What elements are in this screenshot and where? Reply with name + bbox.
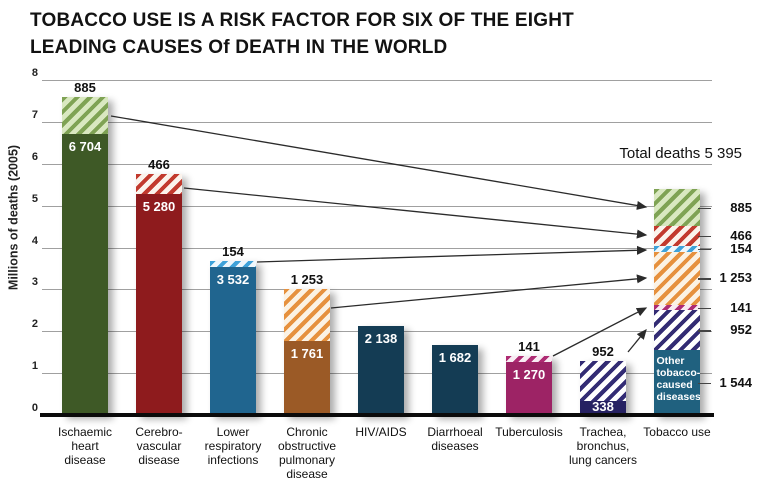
y-tick-label-7: 7	[31, 108, 38, 121]
chart-title-line1: TOBACCO USE IS A RISK FACTOR FOR SIX OF …	[30, 10, 574, 31]
segment-lower-respiratory-infections-blue-hatch	[210, 260, 256, 268]
y-tick-label-1: 1	[31, 360, 38, 373]
gridline-8	[42, 80, 712, 81]
x-axis-label-diarrhoeal-diseases: Diarrhoeal diseases	[427, 425, 483, 453]
total-deaths-label: Total deaths 5 395	[619, 145, 742, 162]
y-tick-label-2: 2	[31, 318, 38, 331]
segment-tuberculosis-magenta-solid: 1 270	[506, 361, 552, 415]
right-value-label: 154	[730, 240, 752, 256]
bar-value-label: 1 270	[512, 366, 546, 382]
bar-hiv-aids: 2 138	[358, 325, 404, 415]
segment-trachea-bronchus-lung-cancers-indigo-hatch	[580, 360, 626, 401]
bar-value-label: 3 532	[216, 272, 250, 288]
segment-diarrhoeal-diseases-navy-solid: 1 682	[432, 344, 478, 415]
segment-ischaemic-heart-disease-green-solid: 6 704	[62, 134, 108, 415]
x-axis-line	[40, 413, 714, 417]
y-tick-label-3: 3	[31, 276, 38, 289]
segment-tobacco-use-red-hatch	[654, 226, 700, 246]
right-tick-dash	[698, 278, 711, 280]
bar-cerebro-vascular-disease: 5 280	[136, 174, 182, 415]
right-value-label: 885	[730, 199, 752, 215]
bar-value-label: 2 138	[364, 330, 398, 346]
segment-cerebro-vascular-disease-red-hatch	[136, 174, 182, 194]
y-tick-label-8: 8	[31, 67, 38, 79]
segment-tuberculosis-magenta-hatch	[506, 355, 552, 362]
segment-tobacco-use-green-hatch	[654, 189, 700, 227]
gridline-4	[42, 247, 712, 249]
x-axis-label-lower-respiratory-infections: Lower respiratory infections	[204, 425, 262, 467]
right-tick-dash	[698, 307, 711, 309]
bar-top-label-chronic-obstructive-pulmonary-disease: 1 253	[290, 271, 324, 287]
chart-title-line2: LEADING CAUSES Of DEATH IN THE WORLD	[30, 37, 448, 58]
right-value-label: 141	[730, 299, 752, 315]
right-tick-dash	[698, 248, 711, 251]
segment-hiv-aids-navy-solid: 2 138	[358, 325, 404, 415]
x-axis-label-chronic-obstructive-pulmonary-disease: Chronic obstructive pulmonary disease	[277, 425, 337, 481]
right-value-label: 466	[730, 227, 752, 243]
bar-tuberculosis: 1 270	[506, 355, 552, 415]
right-value-label: 1 544	[719, 374, 752, 390]
bar-diarrhoeal-diseases: 1 682	[432, 344, 478, 415]
bar-top-label-ischaemic-heart-disease: 885	[74, 80, 96, 96]
bar-value-label: 1 761	[290, 346, 324, 362]
bar-value-label: 338	[592, 400, 614, 414]
bar-trachea-bronchus-lung-cancers: 338	[580, 360, 626, 415]
bar-top-label-cerebro-vascular-disease: 466	[148, 157, 170, 173]
segment-chronic-obstructive-pulmonary-disease-orange-solid: 1 761	[284, 341, 330, 415]
segment-trachea-bronchus-lung-cancers-indigo-solid: 338	[580, 400, 626, 415]
y-tick-label-4: 4	[31, 234, 38, 247]
segment-tobacco-use-magenta-hatch	[654, 304, 700, 311]
bar-top-label-lower-respiratory-infections: 154	[222, 243, 244, 259]
x-axis-label-cerebro-vascular-disease: Cerebro-vascular disease	[135, 425, 183, 467]
segment-ischaemic-heart-disease-green-hatch	[62, 97, 108, 135]
bar-top-label-tuberculosis: 141	[518, 338, 540, 354]
right-value-label: 1 253	[719, 270, 752, 286]
bar-chronic-obstructive-pulmonary-disease: 1 761	[284, 288, 330, 415]
right-tick-dash	[698, 382, 711, 385]
right-value-label: 952	[730, 322, 752, 338]
bar-value-label: 5 280	[142, 198, 176, 214]
bar-top-label-trachea-bronchus-lung-cancers: 952	[592, 344, 614, 359]
y-tick-label-6: 6	[31, 150, 38, 163]
segment-chronic-obstructive-pulmonary-disease-orange-hatch	[284, 288, 330, 342]
bar-lower-respiratory-infections: 3 532	[210, 260, 256, 415]
segment-tobacco-use-blue-hatch	[654, 245, 700, 253]
gridline-7	[42, 121, 712, 123]
x-axis-label-ischaemic-heart-disease: Ischaemic heart disease	[57, 425, 113, 467]
right-tick-dash	[698, 330, 711, 332]
y-tick-label-5: 5	[31, 192, 38, 205]
x-axis-label-tuberculosis: Tuberculosis	[495, 425, 563, 439]
bar-ischaemic-heart-disease: 6 704	[62, 97, 108, 415]
segment-tobacco-use-indigo-hatch	[654, 310, 700, 351]
x-axis-label-trachea-bronchus-lung-cancers: Trachea, bronchus, lung cancers	[568, 425, 638, 467]
bar-value-label: 6 704	[68, 139, 102, 155]
x-axis-label-tobacco-use: Tobacco use	[643, 425, 711, 439]
y-tick-label-0: 0	[31, 402, 38, 414]
x-axis-label-hiv-aids: HIV/AIDS	[355, 425, 407, 439]
chart-title: TOBACCO USE IS A RISK FACTOR FOR SIX OF …	[30, 7, 574, 61]
bar-value-label: 1 682	[438, 349, 472, 365]
segment-tobacco-use-orange-hatch	[654, 252, 700, 305]
segment-cerebro-vascular-disease-red-solid: 5 280	[136, 193, 182, 415]
right-tick-dash	[698, 207, 711, 210]
right-tick-dash	[698, 235, 711, 238]
segment-lower-respiratory-infections-blue-solid: 3 532	[210, 267, 256, 415]
